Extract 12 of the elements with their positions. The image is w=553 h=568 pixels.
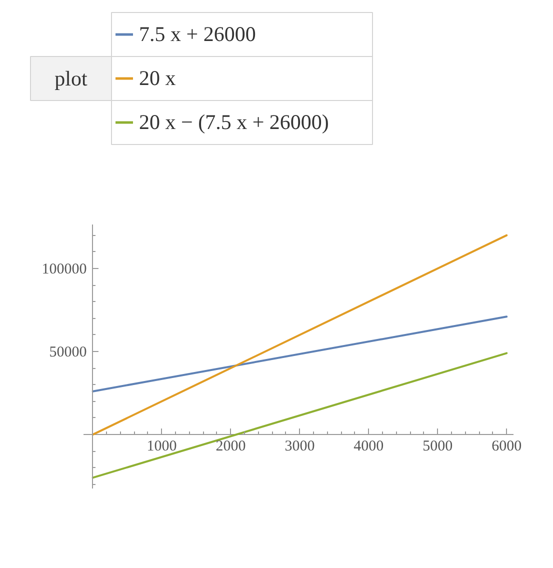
legend-label: 20 x [139,64,176,92]
y-tick-label: 100000 [42,262,87,278]
x-tick-label: 5000 [422,438,453,455]
x-tick-label: 3000 [284,438,315,455]
x-tick-label: 4000 [354,438,384,455]
x-tick-label: 6000 [492,438,522,455]
legend-title: plot [54,66,88,90]
x-tick-label: 1000 [146,438,177,455]
y-tick-label: 50000 [49,344,87,361]
legend-label: 20 x − (7.5 x + 26000) [139,108,329,136]
x-tick-label: 2000 [216,438,246,455]
legend-label: 7.5 x + 26000 [139,20,256,48]
